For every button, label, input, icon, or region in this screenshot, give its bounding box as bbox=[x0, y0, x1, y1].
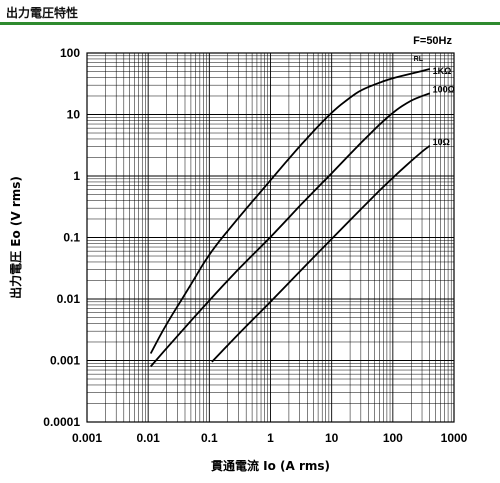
x-tick-label: 0.001 bbox=[72, 431, 102, 445]
x-tick-label: 0.1 bbox=[201, 431, 218, 445]
frequency-annotation: F=50Hz bbox=[413, 35, 452, 47]
y-tick-labels: 100 10 1 0.1 0.01 0.001 0.0001 bbox=[43, 46, 80, 429]
x-tick-label: 1000 bbox=[441, 431, 468, 445]
y-tick-label: 0.0001 bbox=[43, 415, 80, 429]
x-tick-label: 100 bbox=[383, 431, 403, 445]
y-tick-label: 1 bbox=[73, 169, 80, 183]
x-tick-label: 0.01 bbox=[136, 431, 160, 445]
x-axis-label: 貫通電流 Io (A rms) bbox=[211, 458, 330, 473]
y-axis-label: 出力電圧 Eo (V rms) bbox=[8, 176, 23, 299]
series-labels: 1KΩ 100Ω 10Ω bbox=[433, 66, 455, 147]
plot-frame bbox=[86, 52, 455, 423]
series-label: 1KΩ bbox=[433, 66, 452, 76]
title-divider bbox=[0, 22, 500, 25]
x-tick-labels: 0.001 0.01 0.1 1 10 100 1000 bbox=[72, 431, 468, 445]
y-tick-label: 0.1 bbox=[63, 231, 80, 245]
series-line bbox=[149, 68, 430, 354]
y-tick-label: 0.001 bbox=[50, 354, 80, 368]
series-line bbox=[150, 92, 430, 368]
series-line bbox=[211, 145, 431, 363]
y-tick-label: 100 bbox=[60, 46, 80, 60]
y-tick-label: 0.01 bbox=[57, 292, 81, 306]
series-label: 100Ω bbox=[433, 84, 455, 94]
x-tick-label: 10 bbox=[325, 431, 339, 445]
series-label: 10Ω bbox=[433, 137, 450, 147]
legend-title-rl: RL bbox=[414, 56, 424, 63]
grid-lines bbox=[87, 53, 454, 423]
series-curves bbox=[149, 68, 431, 368]
y-tick-label: 10 bbox=[67, 108, 81, 122]
x-tick-label: 1 bbox=[267, 431, 274, 445]
page-title: 出力電圧特性 bbox=[6, 6, 79, 20]
